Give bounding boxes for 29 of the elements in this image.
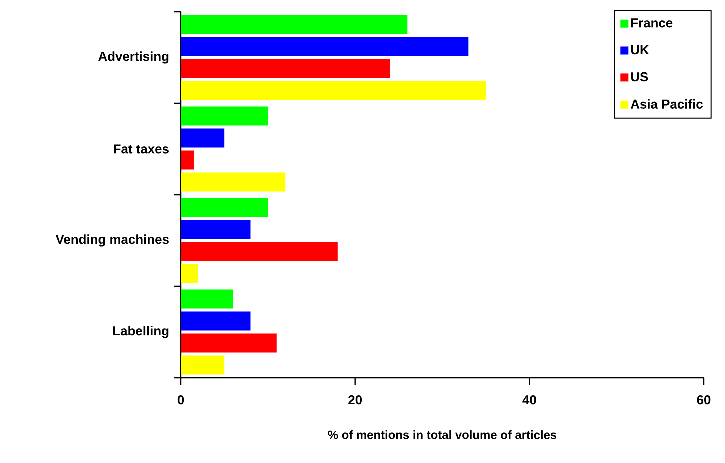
legend-label: US [631, 72, 648, 82]
bar [181, 220, 251, 240]
x-tick-label: 0 [178, 396, 184, 405]
x-tick-label: 20 [348, 396, 362, 405]
bar [181, 37, 469, 56]
bar [181, 356, 225, 375]
y-tick-label: Fat taxes [114, 144, 169, 154]
bar [181, 264, 198, 284]
bar [181, 59, 390, 78]
bar [181, 242, 338, 262]
bar [181, 198, 268, 218]
legend-label: France [632, 18, 673, 28]
y-tick-label: Advertising [98, 52, 169, 64]
bar [181, 150, 194, 170]
bar [181, 15, 408, 34]
y-tick-label: Vending machines [56, 234, 169, 247]
bar [181, 172, 286, 192]
x-axis-title: % of mentions in total volume of articles [328, 430, 557, 440]
bar [181, 334, 277, 353]
bar [181, 290, 234, 309]
x-tick-label: 40 [522, 396, 536, 405]
bar [181, 128, 225, 148]
y-tick-label: Labelling [114, 326, 169, 338]
x-tick-label: 60 [697, 396, 711, 405]
bar [181, 312, 251, 331]
bar [181, 106, 268, 126]
legend-label: UK [631, 46, 650, 55]
bar [181, 81, 486, 100]
legend-label: Asia Pacific [630, 99, 703, 109]
